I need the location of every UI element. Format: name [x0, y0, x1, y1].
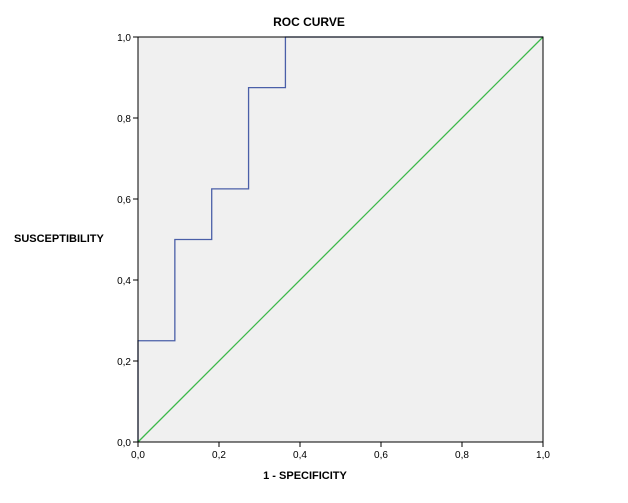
- chart-title: ROC CURVE: [273, 15, 345, 29]
- y-tick-label: 1,0: [117, 33, 131, 44]
- reference-diagonal-line: [137, 36, 544, 443]
- y-axis-label: SUSCEPTIBILITY: [14, 233, 105, 245]
- y-axis: 0,0 0,2 0,4 0,6 0,8 1,0: [117, 33, 138, 449]
- y-tick-label: 0,4: [117, 276, 131, 287]
- x-tick-label: 1,0: [536, 450, 550, 461]
- x-axis-label: 1 - SPECIFICITY: [263, 470, 347, 482]
- x-tick-label: 0,0: [131, 450, 145, 461]
- x-tick-label: 0,4: [293, 450, 307, 461]
- plot-frame: [137, 36, 544, 443]
- curve-layer: [137, 36, 544, 443]
- x-axis: 0,0 0,2 0,4 0,6 0,8 1,0: [131, 442, 550, 461]
- x-tick-label: 0,8: [455, 450, 469, 461]
- y-tick-label: 0,0: [117, 438, 131, 449]
- x-tick-label: 0,6: [374, 450, 388, 461]
- y-tick-label: 0,6: [117, 195, 131, 206]
- x-tick-label: 0,2: [212, 450, 226, 461]
- roc-curve-line: [137, 36, 543, 442]
- y-tick-label: 0,8: [117, 114, 131, 125]
- y-tick-label: 0,2: [117, 357, 131, 368]
